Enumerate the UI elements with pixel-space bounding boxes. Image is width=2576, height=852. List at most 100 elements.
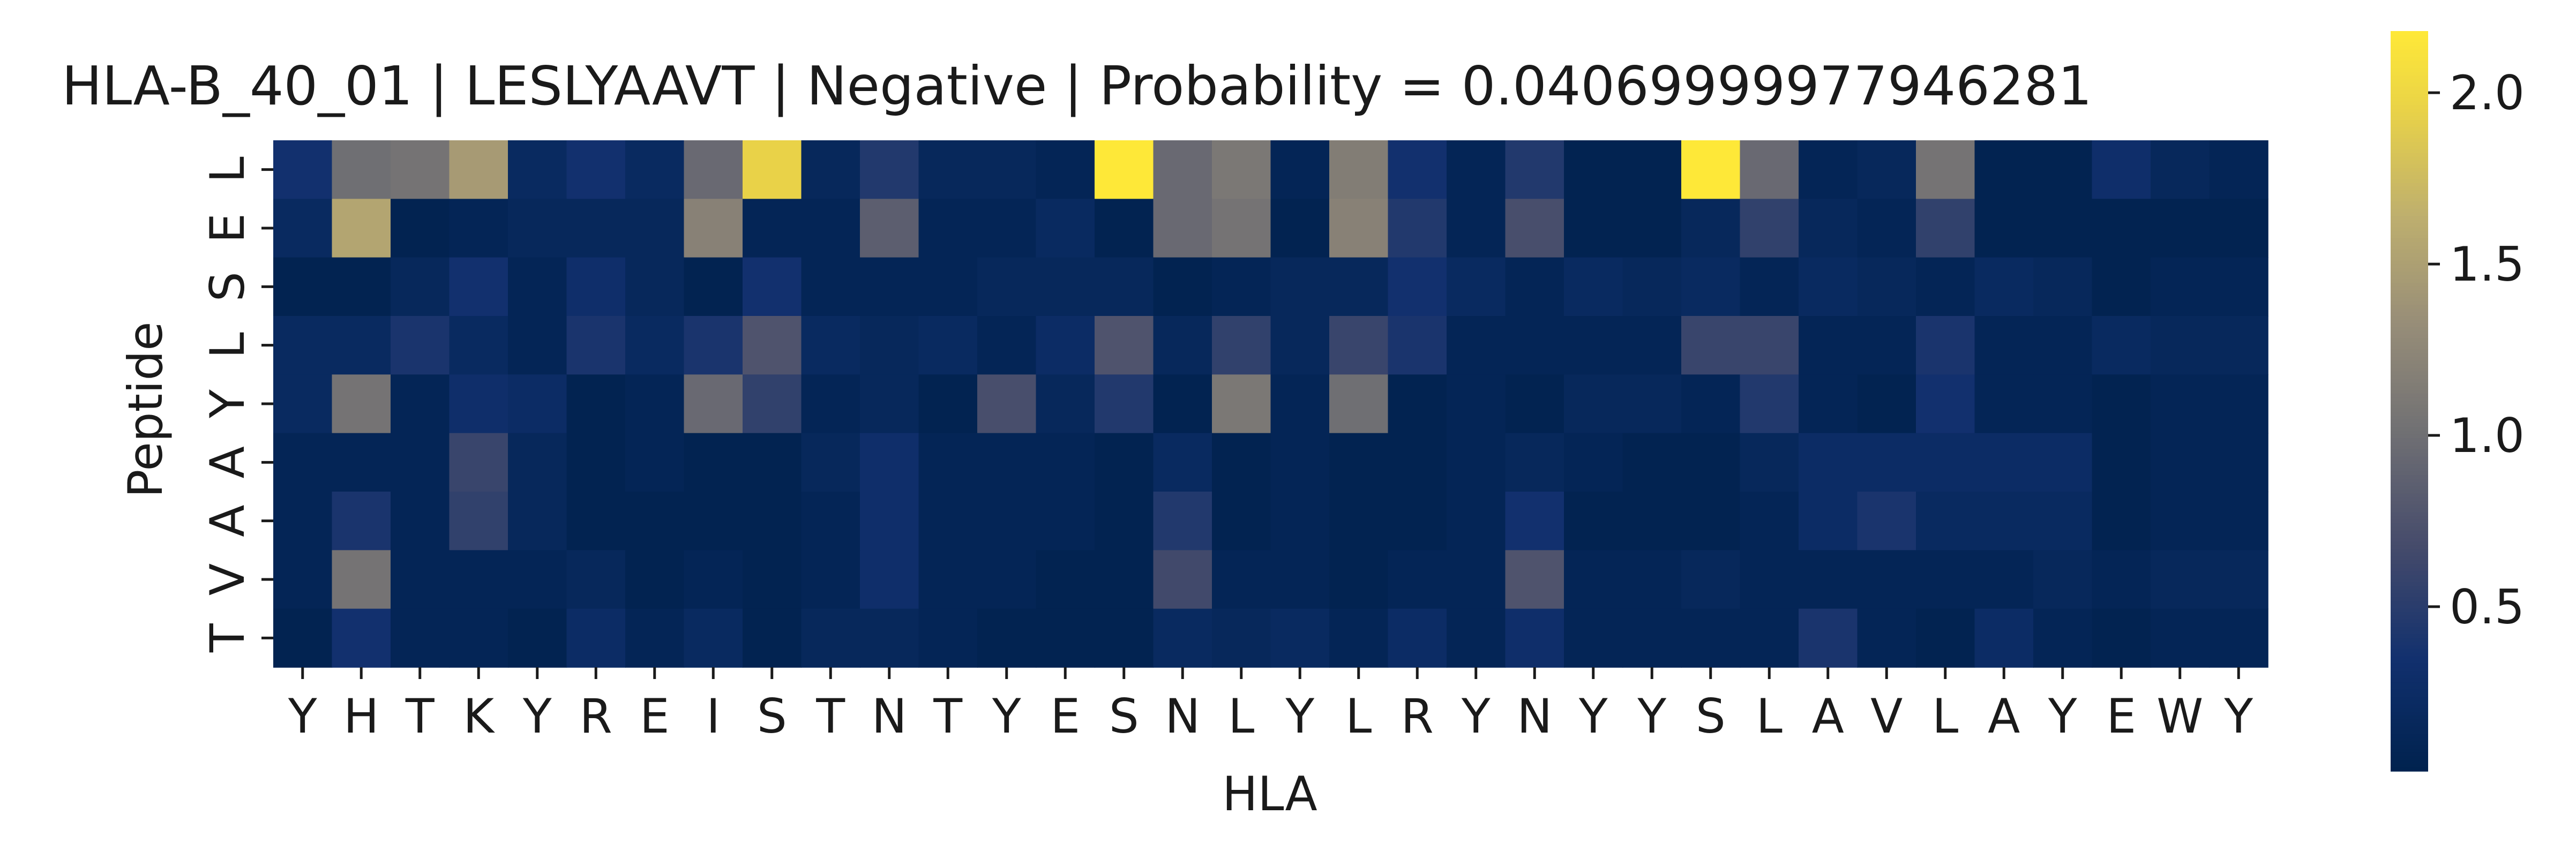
heatmap-cell (801, 199, 860, 258)
heatmap-cell (1270, 433, 1330, 492)
heatmap-cell (1095, 608, 1154, 668)
heatmap-cell (1212, 608, 1271, 668)
heatmap-cell (977, 374, 1037, 434)
heatmap-cell (273, 374, 333, 434)
y-tick-label: L (200, 156, 255, 183)
heatmap-cell (391, 608, 450, 668)
colorbar-segment (2391, 575, 2428, 579)
heatmap-cell (1447, 374, 1506, 434)
heatmap-cell (625, 140, 685, 200)
colorbar-segment (2391, 756, 2428, 761)
heatmap-cell (801, 608, 860, 668)
colorbar-segment (2391, 235, 2428, 239)
colorbar-segment (2391, 656, 2428, 661)
heatmap-cell (1505, 257, 1564, 316)
colorbar-segment (2391, 146, 2428, 150)
heatmap-cell (1916, 316, 1975, 375)
heatmap-cell (1681, 140, 1741, 200)
x-tick-label: Y (288, 689, 317, 744)
heatmap-cell (1740, 374, 1799, 434)
colorbar-segment (2391, 660, 2428, 665)
colorbar-tick-label: 2.0 (2450, 65, 2525, 120)
heatmap-cell (1916, 492, 1975, 551)
heatmap-cell (1329, 608, 1389, 668)
heatmap-cell (918, 257, 978, 316)
heatmap-cell (1857, 550, 1916, 609)
colorbar-segment (2391, 612, 2428, 616)
heatmap-cell (625, 550, 685, 609)
colorbar-segment (2391, 364, 2428, 368)
heatmap-cell (332, 608, 391, 668)
heatmap-cell (332, 374, 391, 434)
colorbar-segment (2391, 556, 2428, 561)
y-tick-label: A (200, 505, 255, 537)
x-tick-label: R (1401, 689, 1434, 744)
colorbar-segment (2391, 119, 2428, 124)
colorbar-segment (2391, 630, 2428, 635)
heatmap-cell (391, 550, 450, 609)
heatmap-cell (860, 199, 919, 258)
colorbar-segment (2391, 456, 2428, 461)
heatmap-cell (508, 257, 567, 316)
heatmap-cell (1388, 608, 1447, 668)
colorbar-segment (2391, 75, 2428, 80)
heatmap-cell (1974, 608, 2034, 668)
heatmap-cell (1740, 433, 1799, 492)
heatmap-cell (273, 550, 333, 609)
y-tick-label: A (200, 446, 255, 478)
colorbar-segment (2391, 360, 2428, 365)
heatmap-cell (1622, 316, 1682, 375)
x-tick-label: K (463, 689, 495, 744)
heatmap-cell (1212, 550, 1271, 609)
colorbar-segment (2391, 293, 2428, 298)
colorbar-segment (2391, 693, 2428, 698)
colorbar-segment (2391, 231, 2428, 235)
heatmap-cell (1388, 140, 1447, 200)
heatmap-cell (2151, 374, 2210, 434)
colorbar-segment (2391, 519, 2428, 524)
heatmap-cell (1622, 433, 1682, 492)
heatmap-cell (1681, 316, 1741, 375)
heatmap-cell (2151, 199, 2210, 258)
colorbar-segment (2391, 601, 2428, 605)
heatmap-cell (801, 374, 860, 434)
colorbar-segment (2391, 719, 2428, 723)
heatmap-cell (1740, 608, 1799, 668)
colorbar-segment (2391, 638, 2428, 642)
heatmap-cell (625, 257, 685, 316)
colorbar-segment (2391, 619, 2428, 624)
colorbar-segment (2391, 61, 2428, 65)
heatmap-cell (1681, 374, 1741, 434)
colorbar-segment (2391, 482, 2428, 487)
heatmap-cell (1095, 257, 1154, 316)
heatmap-cell (684, 199, 743, 258)
colorbar-segment (2391, 419, 2428, 424)
heatmap-cell (508, 433, 567, 492)
colorbar-segment (2391, 549, 2428, 554)
heatmap-cell (1329, 550, 1389, 609)
heatmap-cell (918, 608, 978, 668)
colorbar-segment (2391, 578, 2428, 583)
colorbar-segment (2391, 386, 2428, 391)
colorbar-segment (2391, 68, 2428, 72)
colorbar-segment (2391, 305, 2428, 310)
heatmap-cell (743, 199, 802, 258)
colorbar-segment (2391, 464, 2428, 469)
heatmap-cell (1857, 316, 1916, 375)
colorbar-segment (2391, 179, 2428, 184)
heatmap-cell (1740, 492, 1799, 551)
heatmap-cell (566, 374, 626, 434)
heatmap-cell (1564, 374, 1623, 434)
colorbar-segment (2391, 46, 2428, 50)
heatmap-cell (1388, 199, 1447, 258)
x-tick-label: A (1812, 689, 1844, 744)
heatmap-cell (273, 316, 333, 375)
colorbar-segment (2391, 571, 2428, 576)
colorbar-segment (2391, 382, 2428, 387)
colorbar-segment (2391, 397, 2428, 402)
x-tick-label: L (1345, 689, 1372, 744)
heatmap-cell (1036, 316, 1095, 375)
heatmap-cell (743, 492, 802, 551)
heatmap-cell (1740, 316, 1799, 375)
colorbar-segment (2391, 112, 2428, 117)
